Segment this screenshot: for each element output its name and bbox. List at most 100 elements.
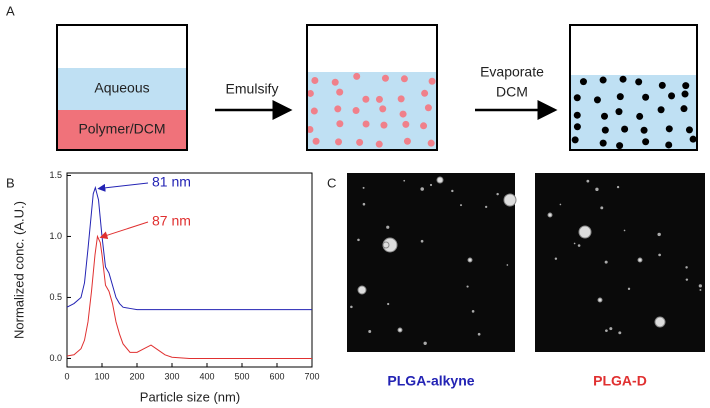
particle xyxy=(665,125,673,133)
spot xyxy=(578,225,592,239)
spot xyxy=(429,183,433,187)
spot xyxy=(467,257,473,263)
particle xyxy=(593,96,601,104)
spot xyxy=(350,305,353,309)
spot xyxy=(460,204,463,207)
particle xyxy=(336,120,344,128)
particle xyxy=(399,110,407,118)
spot xyxy=(357,238,360,242)
spot xyxy=(387,302,390,306)
particle xyxy=(665,141,673,149)
spot xyxy=(623,229,626,232)
spot xyxy=(595,187,599,192)
particle xyxy=(362,120,370,128)
spot xyxy=(382,241,390,249)
particle xyxy=(362,95,370,103)
y-tick-label: 1.5 xyxy=(49,170,62,180)
spot xyxy=(503,193,517,207)
particle xyxy=(642,138,650,146)
particle xyxy=(601,126,609,134)
particle xyxy=(573,94,581,102)
emulsion xyxy=(307,72,437,150)
particle xyxy=(312,137,320,145)
suspension xyxy=(570,75,697,150)
particle xyxy=(375,140,383,148)
spot xyxy=(658,253,661,257)
annotation: 87 nm xyxy=(152,213,191,229)
aqueous-layer xyxy=(57,68,187,110)
particle xyxy=(658,81,666,89)
spot xyxy=(451,189,454,193)
particle xyxy=(579,78,587,86)
particle xyxy=(306,89,314,97)
spot xyxy=(685,278,689,281)
x-axis-label: Particle size (nm) xyxy=(140,389,240,404)
particle xyxy=(400,75,408,83)
spot xyxy=(436,176,444,184)
plot-frame xyxy=(66,172,313,368)
x-tick-label: 300 xyxy=(164,371,179,381)
particle xyxy=(403,137,411,145)
y-tick-label: 0.0 xyxy=(49,353,62,363)
spot xyxy=(466,285,469,288)
beaker xyxy=(569,24,698,151)
spot xyxy=(605,329,608,333)
x-tick-label: 100 xyxy=(94,371,109,381)
image-caption: PLGA-alkyne xyxy=(387,373,474,389)
particle xyxy=(428,77,436,85)
spot xyxy=(637,257,643,263)
spot xyxy=(654,316,666,328)
image-caption: PLGA-D xyxy=(593,373,647,389)
particle xyxy=(379,105,387,113)
spot xyxy=(559,203,562,206)
particle xyxy=(397,95,405,103)
spot xyxy=(616,185,620,189)
particle xyxy=(680,105,688,113)
spot xyxy=(496,192,499,196)
particle xyxy=(682,82,690,90)
particle xyxy=(352,107,360,115)
y-axis-label: Normalized conc. (A.U.) xyxy=(11,201,26,339)
spot xyxy=(618,331,622,335)
step-label: Evaporate xyxy=(480,64,544,80)
particle xyxy=(336,88,344,96)
layer-label: Aqueous xyxy=(94,80,149,96)
particle xyxy=(353,72,361,80)
beaker xyxy=(56,24,188,151)
particle xyxy=(636,112,644,120)
particle xyxy=(640,126,648,134)
x-tick-label: 600 xyxy=(269,371,284,381)
particle xyxy=(381,74,389,82)
y-tick-label: 1.0 xyxy=(49,231,62,241)
spot xyxy=(386,225,390,229)
particle xyxy=(619,75,627,83)
particle xyxy=(616,93,624,101)
spot xyxy=(685,266,688,269)
x-tick-label: 0 xyxy=(64,371,69,381)
panel-label: A xyxy=(6,3,15,18)
particle xyxy=(685,126,693,134)
particle xyxy=(668,92,676,100)
x-tick-label: 400 xyxy=(199,371,214,381)
particle xyxy=(420,122,428,130)
spot xyxy=(698,284,702,288)
spot xyxy=(577,244,581,247)
particle xyxy=(689,135,697,143)
x-tick-label: 500 xyxy=(234,371,249,381)
line-series xyxy=(66,234,312,359)
spot xyxy=(368,330,372,333)
spot xyxy=(423,341,427,345)
spot xyxy=(477,332,481,336)
particle xyxy=(424,104,432,112)
particle xyxy=(331,78,339,86)
y-tick-label: 0.5 xyxy=(49,292,62,302)
particle xyxy=(421,89,429,97)
particle xyxy=(311,76,319,84)
x-tick-label: 200 xyxy=(129,371,144,381)
spot xyxy=(699,289,702,291)
spot xyxy=(506,264,509,266)
spot xyxy=(485,205,488,209)
panel-label: C xyxy=(327,175,336,190)
spot xyxy=(420,187,424,191)
particle xyxy=(402,120,410,128)
